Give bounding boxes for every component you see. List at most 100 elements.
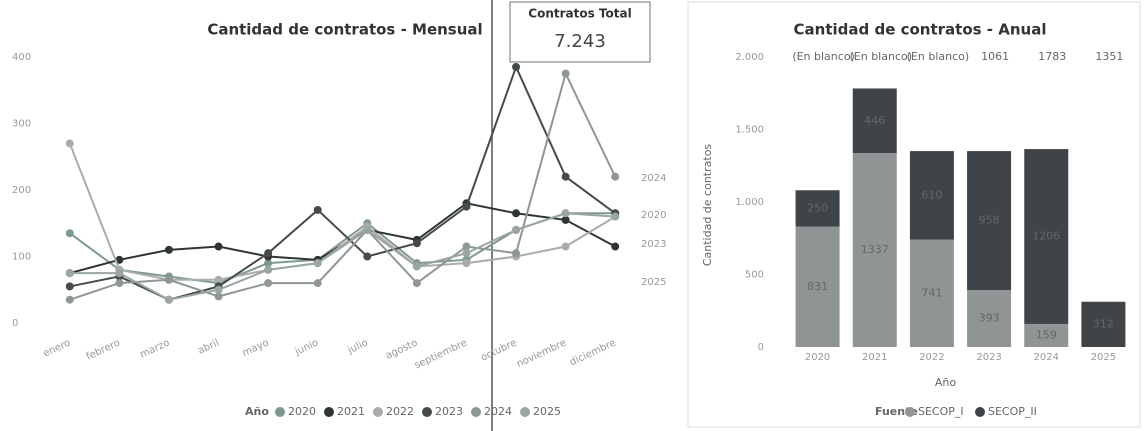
top-label: 1061 [981, 50, 1009, 63]
point [363, 252, 372, 261]
y-tick-label: 2.000 [735, 52, 764, 63]
x-tick-label: mayo [241, 337, 271, 359]
point [462, 259, 471, 268]
point [561, 215, 570, 224]
point [611, 212, 620, 221]
point [611, 172, 620, 181]
end-label: 2024 [641, 173, 666, 184]
point [264, 279, 273, 288]
legend-marker [520, 407, 530, 417]
point [214, 292, 223, 301]
x-axis-title: Año [935, 376, 956, 389]
point [561, 69, 570, 78]
y-axis-title: Cantidad de contratos [701, 144, 714, 267]
y-tick-label: 100 [12, 252, 31, 263]
legend-label: 2025 [533, 405, 561, 418]
legend-marker [471, 407, 481, 417]
data-label: 1206 [1032, 230, 1060, 243]
data-label: 958 [979, 214, 1000, 227]
x-tick-label: 2025 [1091, 352, 1116, 363]
point [214, 275, 223, 284]
data-label: 159 [1036, 328, 1057, 341]
point [462, 242, 471, 251]
series-line [69, 64, 616, 301]
data-label: 831 [807, 280, 828, 293]
x-tick-label: 2022 [919, 352, 944, 363]
legend-label: 2024 [484, 405, 512, 418]
point [412, 279, 421, 288]
point [115, 279, 124, 288]
point [512, 209, 521, 218]
point [512, 62, 521, 71]
point [313, 259, 322, 268]
bar-segment [967, 151, 1012, 291]
legend-marker [975, 407, 985, 417]
bar-segment [1081, 301, 1126, 347]
series-line [69, 212, 616, 301]
point [214, 242, 223, 251]
x-tick-label: febrero [85, 337, 122, 362]
data-label: 250 [807, 201, 828, 214]
y-tick-label: 500 [745, 270, 764, 281]
y-tick-label: 400 [12, 52, 31, 63]
x-tick-label: marzo [138, 337, 171, 360]
x-tick-label: 2020 [805, 352, 830, 363]
y-tick-label: 0 [758, 342, 764, 353]
point [164, 295, 173, 304]
point [611, 242, 620, 251]
end-label: 2025 [641, 277, 666, 288]
point [214, 285, 223, 294]
x-tick-label: 2023 [976, 352, 1001, 363]
point [164, 275, 173, 284]
point [264, 265, 273, 274]
data-label: 312 [1093, 317, 1114, 330]
top-label: 1783 [1038, 50, 1066, 63]
legend-label: SECOP_II [988, 405, 1037, 418]
x-tick-label: junio [293, 337, 321, 358]
x-tick-label: septiembre [413, 337, 469, 371]
panel [687, 1, 1141, 428]
x-tick-label: octubre [479, 337, 518, 363]
legend-marker [422, 407, 432, 417]
top-label: 1351 [1095, 50, 1123, 63]
y-tick-label: 0 [12, 318, 18, 329]
card-title: Contratos Total [528, 7, 631, 21]
legend-label: SECOP_I [918, 405, 964, 418]
x-tick-label: abril [196, 337, 221, 356]
bar-segment [909, 239, 954, 347]
legend-label: 2021 [337, 405, 365, 418]
bar-segment [1024, 149, 1069, 324]
data-label: 1337 [861, 243, 889, 256]
data-label: 610 [921, 188, 942, 201]
legend-marker [324, 407, 334, 417]
point [264, 249, 273, 258]
point [164, 245, 173, 254]
legend-marker [373, 407, 383, 417]
x-tick-label: enero [42, 337, 73, 359]
series-line [69, 202, 616, 275]
x-tick-label: julio [345, 337, 369, 356]
top-label: (En blanco) [907, 50, 970, 63]
point [65, 269, 74, 278]
point [561, 242, 570, 251]
bar-segment [852, 153, 897, 347]
point [65, 295, 74, 304]
series-line [68, 143, 616, 281]
point [115, 255, 124, 264]
legend-label: 2022 [386, 405, 414, 418]
point [512, 225, 521, 234]
x-tick-label: 2024 [1034, 352, 1059, 363]
point [363, 225, 372, 234]
x-tick-label: diciembre [568, 337, 618, 368]
data-label: 446 [864, 114, 885, 127]
data-label: 393 [979, 312, 1000, 325]
legend-label: 2020 [288, 405, 316, 418]
point [65, 139, 74, 148]
end-label: 2020 [641, 210, 666, 221]
bar-segment [967, 290, 1012, 347]
point [313, 279, 322, 288]
point [462, 202, 471, 211]
x-tick-label: agosto [384, 337, 419, 361]
point [313, 205, 322, 214]
bar-segment [795, 226, 840, 347]
